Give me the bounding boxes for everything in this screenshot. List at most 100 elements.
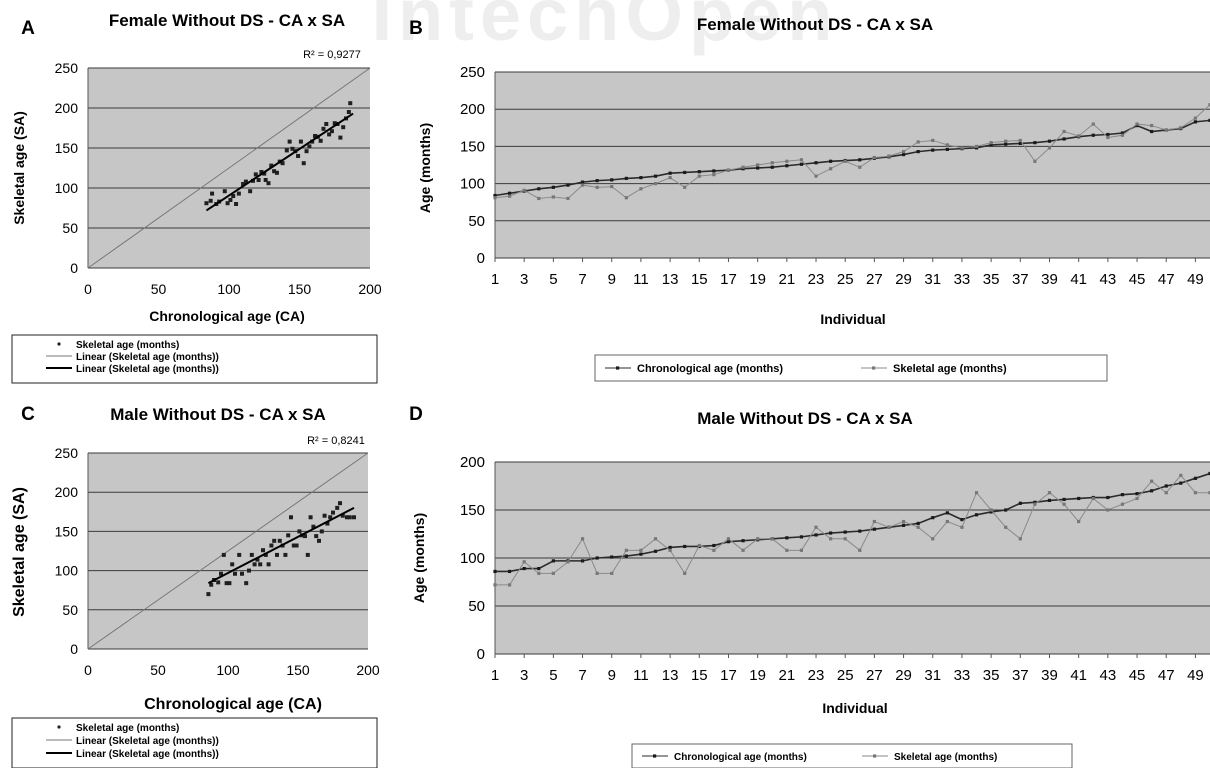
scatter-point (346, 110, 351, 114)
y-tick-label: 250 (55, 445, 79, 461)
series-point (1018, 501, 1022, 505)
y-tick-label: 100 (460, 176, 485, 193)
series-line-chronological-age (494, 119, 1210, 197)
y-tick-label: 0 (70, 260, 78, 276)
series-point (1208, 118, 1210, 122)
series-point (537, 571, 541, 575)
series-point (595, 556, 599, 560)
series-point (843, 537, 847, 541)
scatter-point (307, 144, 312, 149)
chart-title: Female Without DS - CA x SA (697, 15, 933, 34)
x-tick-label: 23 (808, 667, 825, 684)
series-point (814, 533, 818, 537)
x-tick-label: 35 (983, 271, 1000, 288)
x-tick-label: 9 (608, 271, 616, 288)
scatter-point (219, 571, 223, 576)
series-point (1047, 498, 1052, 502)
x-tick-label: 3 (520, 667, 528, 684)
series-point (1004, 142, 1008, 146)
series-point (916, 521, 920, 526)
series-point (566, 196, 570, 201)
series-point (580, 180, 585, 184)
scatter-point (347, 515, 352, 520)
series-point (668, 171, 672, 175)
series-point (756, 537, 760, 541)
x-tick-label: 13 (662, 271, 679, 288)
series-point (1208, 103, 1210, 107)
legend-box (11, 717, 378, 768)
scatter-point (318, 138, 323, 143)
series-point (1018, 138, 1022, 143)
scatter-point (233, 571, 237, 576)
scatter-point (304, 149, 309, 154)
scatter-point (301, 161, 306, 166)
y-tick-label: 100 (460, 550, 485, 567)
scatter-point (322, 513, 327, 518)
series-point (580, 559, 585, 563)
x-tick-label: 43 (1100, 667, 1117, 684)
series-point (1193, 116, 1198, 120)
series-point (799, 158, 804, 162)
series-point (1047, 139, 1052, 143)
series-point (1047, 146, 1052, 150)
y-tick-label: 150 (460, 138, 485, 155)
x-tick-label: 35 (983, 667, 1000, 684)
scatter-point (222, 189, 227, 194)
scatter-point (297, 529, 302, 534)
y-tick-label: 200 (55, 100, 79, 116)
scatter-point (266, 181, 271, 186)
series-point (843, 159, 847, 163)
x-tick-label: 19 (749, 667, 766, 684)
x-tick-label: 17 (720, 667, 737, 684)
legend-box (11, 334, 378, 384)
scatter-point (272, 538, 277, 543)
x-tick-label: 9 (608, 667, 616, 684)
x-tick-label: 25 (837, 667, 854, 684)
series-point (1106, 132, 1110, 137)
scatter-point (338, 135, 343, 140)
y-tick-label: 150 (55, 523, 79, 539)
scatter-point (237, 552, 242, 557)
series-point (814, 161, 818, 165)
x-tick-label: 150 (286, 662, 310, 678)
scatter-point (247, 568, 251, 573)
series-point (653, 549, 658, 553)
series-point (507, 569, 512, 574)
scatter-point (248, 189, 253, 194)
scatter-point (303, 534, 307, 539)
series-point (1120, 493, 1125, 497)
series-point (931, 537, 935, 541)
legend-swatch-marker (873, 754, 877, 758)
watermark: IntechOpen (371, 0, 838, 56)
chart-panel-b: B Female Without DS - CA x SA 0 50 100 150 200… (409, 15, 1210, 382)
series-point (653, 174, 658, 178)
series-point (668, 548, 672, 552)
series-point (551, 559, 555, 563)
x-tick-label: 11 (633, 667, 649, 684)
series-point (1004, 525, 1008, 529)
scatter-point (209, 582, 214, 587)
series-point (712, 173, 716, 177)
scatter-point (289, 515, 293, 520)
scatter-point (324, 122, 329, 126)
legend-swatch-marker (653, 754, 657, 758)
series-point (507, 191, 512, 195)
x-tick-label: 3 (520, 271, 528, 288)
series-point (901, 152, 906, 157)
series-point (1004, 139, 1008, 143)
x-tick-label: 47 (1158, 271, 1175, 288)
series-point (1018, 141, 1022, 146)
series-point (566, 183, 570, 187)
scatter-point (244, 581, 249, 586)
scatter-point (345, 515, 349, 520)
scatter-point (204, 201, 209, 206)
x-tick-label: 0 (84, 281, 92, 297)
scatter-point (216, 580, 221, 585)
scatter-point (236, 191, 241, 196)
series-point (785, 164, 789, 168)
series-point (1150, 489, 1154, 493)
legend-marker-point (57, 342, 61, 346)
series-line-skeletal-age (495, 474, 1210, 586)
x-tick-label: 200 (356, 662, 380, 678)
x-tick-label: 27 (866, 271, 883, 288)
